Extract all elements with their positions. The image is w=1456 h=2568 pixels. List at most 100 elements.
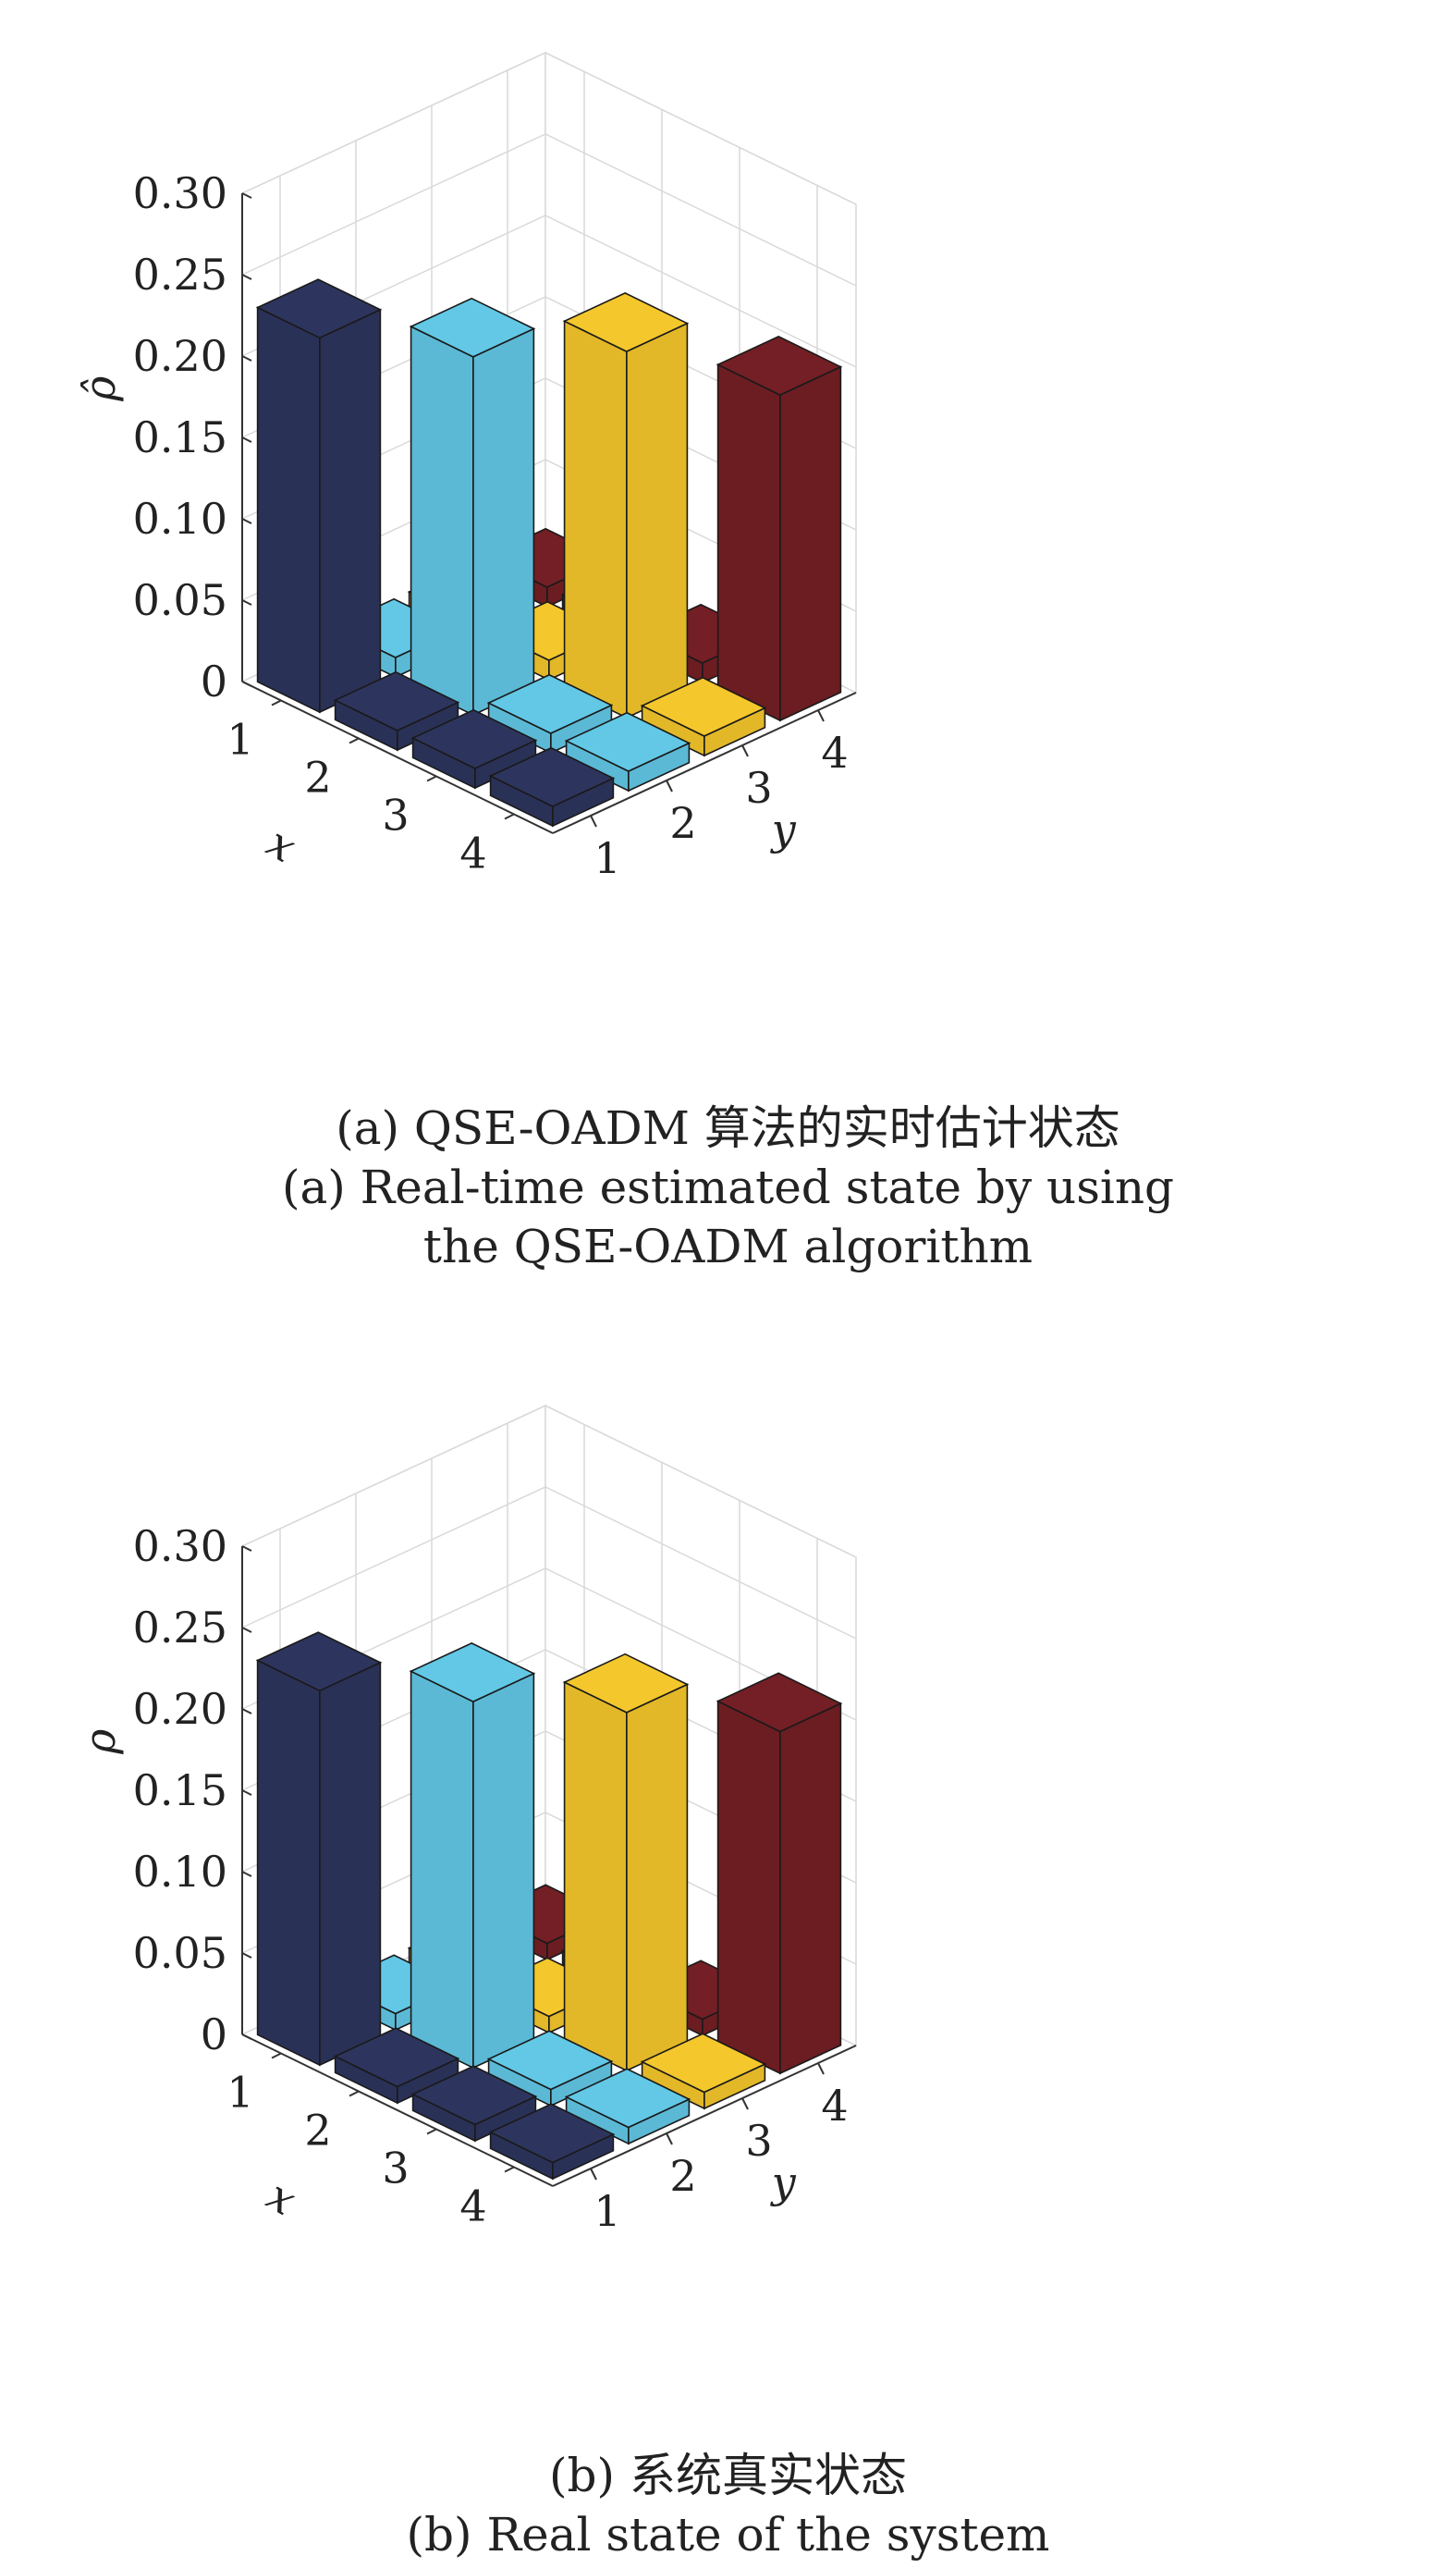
bar-top-face (486, 673, 614, 734)
z-tick (241, 274, 252, 280)
bar-side-face (716, 363, 781, 722)
z-axis-label: ρ (75, 1729, 125, 1755)
x-tick (271, 2052, 282, 2059)
caption-a-cn: (a) QSE-OADM 算法的实时估计状态 (336, 1101, 1120, 1155)
bar-top-face (409, 297, 536, 358)
z-tick (241, 1789, 252, 1796)
y-tick (590, 2168, 597, 2181)
z-tick (241, 2034, 252, 2040)
bar-top-face (562, 292, 690, 352)
z-tick-label: 0.15 (133, 1765, 227, 1815)
z-tick (241, 1871, 252, 1877)
x-tick-label: 2 (304, 753, 331, 803)
y-tick-label: 4 (821, 2081, 848, 2131)
bar-side-face (563, 320, 628, 719)
z-axis-label: ρ̂ (75, 376, 125, 402)
x-axis-line (241, 681, 554, 834)
bar-x4-y2 (564, 2068, 691, 2145)
bar-top-face (640, 676, 767, 737)
bar-side-face (410, 1670, 474, 2070)
x-tick (349, 737, 360, 744)
x-tick (349, 2090, 360, 2097)
bar-front-face (318, 1661, 382, 2067)
bar-x4-y4 (716, 1672, 843, 2075)
caption-b: (b) 系统真实状态 (b) Real state of the system (0, 2446, 1456, 2564)
z-tick-label: 0.30 (133, 168, 227, 218)
z-tick (241, 518, 252, 524)
caption-b-cn: (b) 系统真实状态 (549, 2449, 907, 2502)
z-tick (241, 192, 252, 199)
z-tick (241, 1708, 252, 1714)
bar-x4-y1 (488, 746, 616, 828)
bar-top-face (488, 746, 616, 807)
z-tick (241, 681, 252, 687)
x-axis-label: x (259, 817, 305, 872)
bar-side-face (256, 306, 321, 714)
bar-x4-y3 (640, 2033, 767, 2110)
bar-top-face (333, 670, 460, 731)
bar-front-face (625, 322, 689, 719)
bar-front-face (625, 1683, 689, 2072)
bar-x3-y1 (410, 2065, 538, 2143)
bar-top-face (562, 1653, 690, 1714)
z-tick (241, 1952, 252, 1959)
bar-top-face (486, 2030, 614, 2091)
bars (255, 278, 843, 828)
x-tick-label: 1 (226, 715, 253, 765)
bar-top-face (716, 1672, 843, 1733)
y-tick (741, 744, 749, 757)
bar-top-face (333, 2027, 460, 2088)
bar-side-face (716, 1700, 781, 2075)
grid-line-z (241, 52, 857, 205)
x-axis-label: x (259, 2169, 305, 2225)
bar-side-face (410, 325, 474, 717)
x-tick-label: 2 (304, 2106, 331, 2156)
x-tick-label: 3 (382, 2144, 409, 2193)
bar-front-face (471, 327, 535, 717)
bar-front-face (778, 365, 842, 722)
bar-side-face (256, 1659, 321, 2067)
bar-x2-y2 (409, 297, 536, 717)
bar-top-face (640, 2033, 767, 2094)
bar-top-face (409, 1642, 536, 1702)
bar-x4-y1 (488, 2103, 616, 2181)
y-tick (666, 780, 673, 793)
x-tick (426, 775, 437, 782)
bar-top-face (255, 1631, 383, 1692)
z-tick-label: 0.20 (133, 1684, 227, 1734)
z-tick (241, 355, 252, 362)
z-tick-label: 0 (201, 657, 227, 707)
z-tick (241, 1627, 252, 1633)
x-tick-label: 4 (459, 2181, 486, 2231)
y-tick (817, 2062, 825, 2075)
bar-top-face (716, 336, 843, 396)
z-tick (241, 599, 252, 606)
z-tick-label: 0.05 (133, 1928, 227, 1978)
bar-front-face (471, 1672, 535, 2070)
bar-top-face (564, 2068, 691, 2129)
bars (255, 1631, 843, 2181)
grid-line-z (241, 1486, 857, 1640)
z-tick (241, 1545, 252, 1552)
y-axis-label: y (770, 805, 797, 854)
bar-front-face (318, 308, 382, 714)
x-axis-line (241, 2034, 554, 2187)
bar-x4-y3 (640, 676, 767, 757)
bar-top-face (488, 2103, 616, 2164)
bar-top-face (410, 2065, 538, 2126)
x-tick-label: 4 (459, 829, 486, 879)
grid-line-z (241, 1405, 857, 1558)
x-tick (271, 699, 282, 707)
caption-a-en-line1: (a) Real-time estimated state by using (281, 1161, 1175, 1214)
z-tick-label: 0.10 (133, 1847, 227, 1897)
x-tick-label: 3 (382, 791, 409, 841)
caption-a: (a) QSE-OADM 算法的实时估计状态 (a) Real-time est… (0, 1099, 1456, 1276)
y-tick (590, 815, 597, 828)
y-tick-label: 2 (669, 2151, 696, 2201)
z-tick-label: 0.30 (133, 1521, 227, 1571)
z-tick-label: 0.25 (133, 1603, 227, 1653)
y-tick-label: 4 (821, 728, 848, 778)
